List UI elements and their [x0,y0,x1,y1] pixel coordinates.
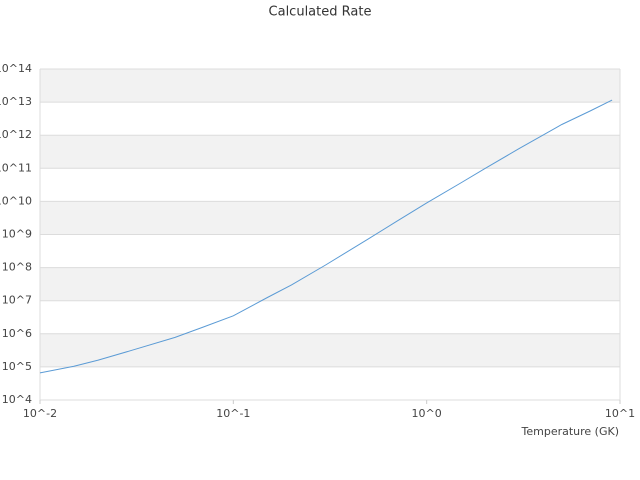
bands [40,69,620,367]
y-tick-label: 10^4 [2,393,32,406]
grid-band [40,333,620,367]
x-axis-label: Temperature (GK) [521,425,620,438]
grid-band [40,135,620,169]
y-tick-label: 10^10 [0,194,32,207]
grid-band [40,267,620,301]
grid-band [40,201,620,235]
y-tick-label: 10^5 [2,360,32,373]
x-tick-label: 10^-2 [23,407,57,420]
y-tick-label: 10^11 [0,161,32,174]
line-series [39,99,613,374]
y-tick-label: 10^14 [0,62,32,75]
x-tick-label: 10^1 [605,407,635,420]
y-tick-label: 10^8 [2,261,32,274]
y-tick-label: 10^13 [0,95,32,108]
y-tick-label: 10^6 [2,327,32,340]
y-tick-label: 10^12 [0,128,32,141]
y-tick-label: 10^7 [2,294,32,307]
x-tick-label: 10^-1 [216,407,250,420]
y-tick-label: 10^9 [2,228,32,241]
chart-title: Calculated Rate [269,5,372,20]
grid-band [40,69,620,103]
x-tick-label: 10^0 [412,407,442,420]
